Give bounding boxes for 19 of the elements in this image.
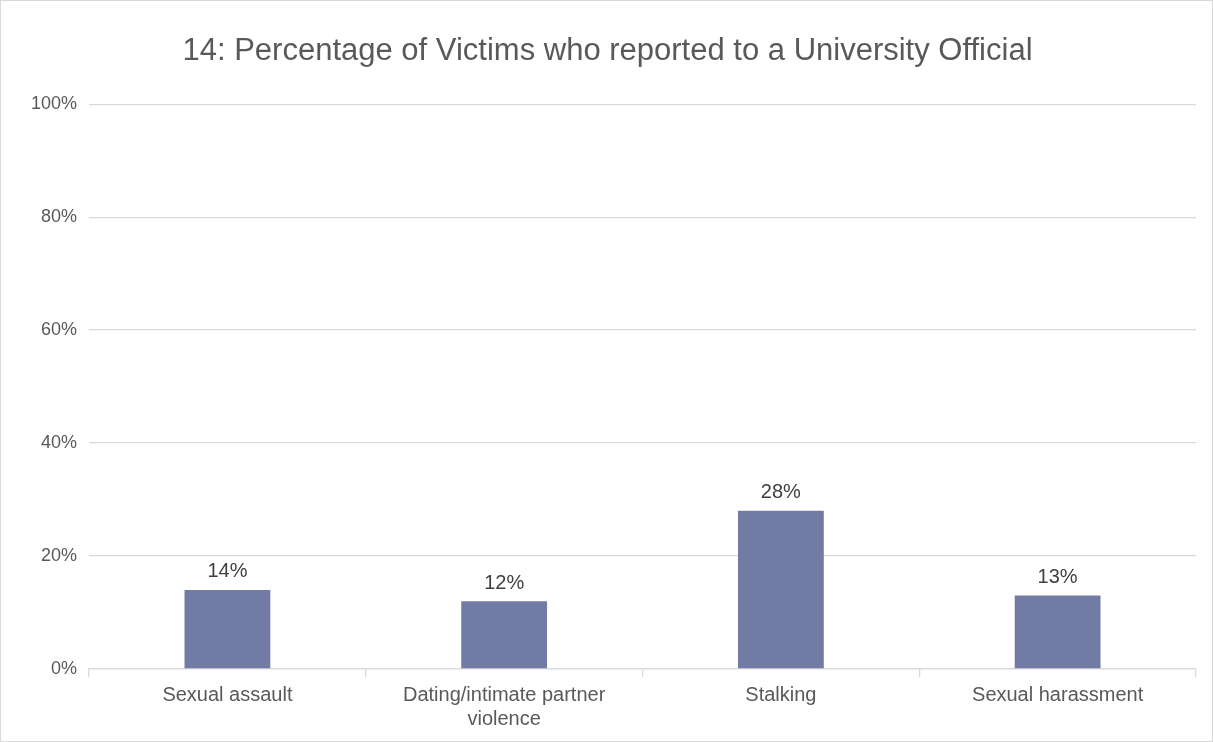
x-tick-label: Sexual harassment <box>972 682 1144 705</box>
x-tick-label: Stalking <box>745 682 817 705</box>
chart-title: 14: Percentage of Victims who reported to a University Official <box>182 32 1033 68</box>
bar <box>461 601 548 669</box>
bar <box>737 510 824 669</box>
x-tick-label: Dating/intimate partner violence <box>402 682 606 729</box>
data-label: 14% <box>207 559 248 582</box>
y-tick-label: 20% <box>41 545 78 566</box>
y-tick-label: 60% <box>41 319 78 340</box>
y-tick-label: 0% <box>51 657 78 678</box>
data-label: 28% <box>760 480 802 503</box>
data-label: 12% <box>484 570 525 593</box>
y-tick-label: 80% <box>41 206 78 227</box>
x-tick-label: Sexual assault <box>162 682 293 705</box>
y-tick-label: 100% <box>30 93 78 114</box>
bar <box>184 589 271 669</box>
bar <box>1014 595 1101 669</box>
data-label: 13% <box>1037 565 1078 588</box>
y-tick-label: 40% <box>41 432 78 453</box>
